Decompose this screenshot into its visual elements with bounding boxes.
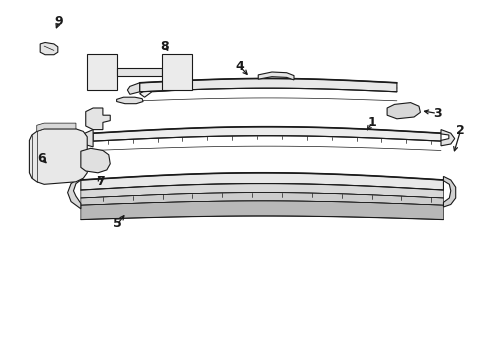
Text: 6: 6	[37, 152, 46, 165]
Polygon shape	[127, 83, 140, 94]
Text: 9: 9	[54, 15, 63, 28]
Polygon shape	[387, 103, 420, 119]
Ellipse shape	[92, 61, 112, 83]
Polygon shape	[162, 54, 192, 90]
Polygon shape	[81, 184, 443, 198]
Polygon shape	[86, 108, 110, 130]
Ellipse shape	[167, 61, 187, 83]
Ellipse shape	[171, 66, 183, 78]
Text: 8: 8	[160, 40, 169, 53]
Polygon shape	[258, 72, 294, 80]
Polygon shape	[68, 176, 81, 209]
Ellipse shape	[96, 66, 108, 78]
Text: 1: 1	[368, 116, 377, 129]
Polygon shape	[441, 130, 455, 146]
Polygon shape	[81, 173, 443, 190]
Polygon shape	[81, 201, 443, 220]
Polygon shape	[37, 123, 76, 131]
Text: 7: 7	[96, 175, 105, 188]
Polygon shape	[443, 176, 456, 207]
Polygon shape	[87, 54, 117, 90]
Polygon shape	[81, 193, 443, 205]
Text: 3: 3	[433, 107, 441, 120]
Polygon shape	[81, 130, 93, 147]
Ellipse shape	[99, 157, 105, 162]
Polygon shape	[117, 97, 143, 104]
Polygon shape	[29, 129, 87, 184]
Polygon shape	[40, 42, 58, 55]
Text: 4: 4	[236, 60, 245, 73]
Ellipse shape	[41, 161, 52, 170]
Polygon shape	[140, 78, 397, 92]
Ellipse shape	[67, 151, 78, 160]
Polygon shape	[117, 68, 162, 76]
Polygon shape	[140, 79, 397, 97]
Ellipse shape	[41, 139, 52, 148]
Ellipse shape	[89, 161, 95, 166]
Polygon shape	[93, 127, 441, 141]
Text: 2: 2	[456, 124, 465, 137]
Polygon shape	[81, 148, 110, 173]
Text: 5: 5	[113, 217, 122, 230]
